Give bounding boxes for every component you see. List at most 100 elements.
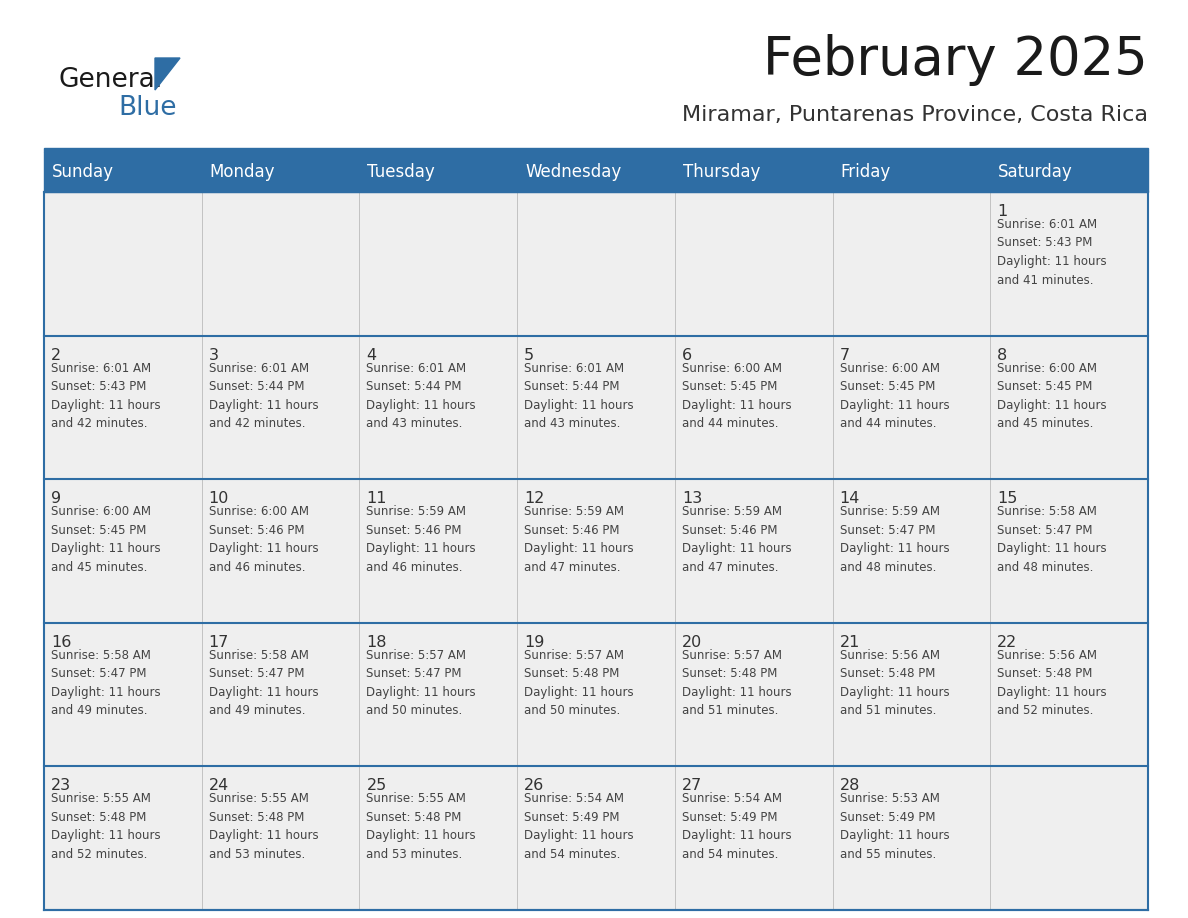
Text: Sunrise: 6:00 AM
Sunset: 5:46 PM
Daylight: 11 hours
and 46 minutes.: Sunrise: 6:00 AM Sunset: 5:46 PM Dayligh… bbox=[209, 505, 318, 574]
Bar bbox=[991, 336, 1148, 479]
Text: Sunrise: 5:54 AM
Sunset: 5:49 PM
Daylight: 11 hours
and 54 minutes.: Sunrise: 5:54 AM Sunset: 5:49 PM Dayligh… bbox=[524, 792, 633, 861]
Text: Sunrise: 5:56 AM
Sunset: 5:48 PM
Daylight: 11 hours
and 51 minutes.: Sunrise: 5:56 AM Sunset: 5:48 PM Dayligh… bbox=[840, 649, 949, 717]
Text: Sunrise: 5:53 AM
Sunset: 5:49 PM
Daylight: 11 hours
and 55 minutes.: Sunrise: 5:53 AM Sunset: 5:49 PM Dayligh… bbox=[840, 792, 949, 861]
Text: 1: 1 bbox=[997, 204, 1007, 219]
Text: Sunrise: 5:57 AM
Sunset: 5:47 PM
Daylight: 11 hours
and 50 minutes.: Sunrise: 5:57 AM Sunset: 5:47 PM Dayligh… bbox=[366, 649, 476, 717]
Text: 12: 12 bbox=[524, 491, 544, 506]
Bar bbox=[360, 479, 517, 622]
Text: 20: 20 bbox=[682, 635, 702, 650]
Text: Wednesday: Wednesday bbox=[525, 163, 621, 181]
Text: 6: 6 bbox=[682, 348, 691, 363]
Bar bbox=[517, 192, 675, 336]
Text: Friday: Friday bbox=[841, 163, 891, 181]
Text: Sunrise: 5:55 AM
Sunset: 5:48 PM
Daylight: 11 hours
and 53 minutes.: Sunrise: 5:55 AM Sunset: 5:48 PM Dayligh… bbox=[366, 792, 476, 861]
Bar bbox=[44, 152, 1148, 192]
Bar bbox=[44, 622, 202, 767]
Text: Sunrise: 5:59 AM
Sunset: 5:46 PM
Daylight: 11 hours
and 47 minutes.: Sunrise: 5:59 AM Sunset: 5:46 PM Dayligh… bbox=[682, 505, 791, 574]
Text: 4: 4 bbox=[366, 348, 377, 363]
Text: 2: 2 bbox=[51, 348, 61, 363]
Bar bbox=[675, 767, 833, 910]
Bar bbox=[44, 479, 202, 622]
Text: General: General bbox=[58, 67, 162, 93]
Text: Sunrise: 6:01 AM
Sunset: 5:43 PM
Daylight: 11 hours
and 42 minutes.: Sunrise: 6:01 AM Sunset: 5:43 PM Dayligh… bbox=[51, 362, 160, 431]
Bar bbox=[202, 622, 360, 767]
Text: 17: 17 bbox=[209, 635, 229, 650]
Bar bbox=[202, 336, 360, 479]
Text: February 2025: February 2025 bbox=[763, 34, 1148, 86]
Polygon shape bbox=[154, 58, 181, 90]
Bar bbox=[360, 336, 517, 479]
Bar bbox=[44, 767, 202, 910]
Bar bbox=[44, 148, 1148, 152]
Bar bbox=[991, 622, 1148, 767]
Text: Sunrise: 5:59 AM
Sunset: 5:46 PM
Daylight: 11 hours
and 47 minutes.: Sunrise: 5:59 AM Sunset: 5:46 PM Dayligh… bbox=[524, 505, 633, 574]
Text: 13: 13 bbox=[682, 491, 702, 506]
Text: Sunrise: 5:59 AM
Sunset: 5:46 PM
Daylight: 11 hours
and 46 minutes.: Sunrise: 5:59 AM Sunset: 5:46 PM Dayligh… bbox=[366, 505, 476, 574]
Text: 16: 16 bbox=[51, 635, 71, 650]
Bar bbox=[517, 336, 675, 479]
Text: Sunrise: 5:55 AM
Sunset: 5:48 PM
Daylight: 11 hours
and 53 minutes.: Sunrise: 5:55 AM Sunset: 5:48 PM Dayligh… bbox=[209, 792, 318, 861]
Text: 9: 9 bbox=[51, 491, 61, 506]
Text: Saturday: Saturday bbox=[998, 163, 1073, 181]
Bar bbox=[833, 622, 991, 767]
Bar bbox=[991, 192, 1148, 336]
Text: Sunrise: 5:58 AM
Sunset: 5:47 PM
Daylight: 11 hours
and 48 minutes.: Sunrise: 5:58 AM Sunset: 5:47 PM Dayligh… bbox=[997, 505, 1107, 574]
Text: 7: 7 bbox=[840, 348, 849, 363]
Text: 24: 24 bbox=[209, 778, 229, 793]
Text: Blue: Blue bbox=[118, 95, 177, 121]
Text: Sunrise: 6:00 AM
Sunset: 5:45 PM
Daylight: 11 hours
and 44 minutes.: Sunrise: 6:00 AM Sunset: 5:45 PM Dayligh… bbox=[840, 362, 949, 431]
Text: Thursday: Thursday bbox=[683, 163, 760, 181]
Bar bbox=[833, 192, 991, 336]
Text: Miramar, Puntarenas Province, Costa Rica: Miramar, Puntarenas Province, Costa Rica bbox=[682, 105, 1148, 125]
Text: 26: 26 bbox=[524, 778, 544, 793]
Text: 27: 27 bbox=[682, 778, 702, 793]
Bar bbox=[675, 336, 833, 479]
Text: Sunrise: 6:00 AM
Sunset: 5:45 PM
Daylight: 11 hours
and 44 minutes.: Sunrise: 6:00 AM Sunset: 5:45 PM Dayligh… bbox=[682, 362, 791, 431]
Bar bbox=[202, 192, 360, 336]
Text: 19: 19 bbox=[524, 635, 544, 650]
Text: 8: 8 bbox=[997, 348, 1007, 363]
Text: 21: 21 bbox=[840, 635, 860, 650]
Bar bbox=[517, 622, 675, 767]
Text: Sunrise: 6:01 AM
Sunset: 5:44 PM
Daylight: 11 hours
and 43 minutes.: Sunrise: 6:01 AM Sunset: 5:44 PM Dayligh… bbox=[524, 362, 633, 431]
Text: 11: 11 bbox=[366, 491, 387, 506]
Bar bbox=[833, 479, 991, 622]
Text: Sunrise: 6:00 AM
Sunset: 5:45 PM
Daylight: 11 hours
and 45 minutes.: Sunrise: 6:00 AM Sunset: 5:45 PM Dayligh… bbox=[997, 362, 1107, 431]
Bar bbox=[517, 767, 675, 910]
Text: 23: 23 bbox=[51, 778, 71, 793]
Bar bbox=[360, 192, 517, 336]
Bar bbox=[991, 479, 1148, 622]
Text: Sunrise: 5:56 AM
Sunset: 5:48 PM
Daylight: 11 hours
and 52 minutes.: Sunrise: 5:56 AM Sunset: 5:48 PM Dayligh… bbox=[997, 649, 1107, 717]
Text: 25: 25 bbox=[366, 778, 386, 793]
Bar bbox=[360, 767, 517, 910]
Bar bbox=[833, 767, 991, 910]
Bar bbox=[675, 192, 833, 336]
Text: 15: 15 bbox=[997, 491, 1018, 506]
Text: 5: 5 bbox=[524, 348, 535, 363]
Text: Sunrise: 5:58 AM
Sunset: 5:47 PM
Daylight: 11 hours
and 49 minutes.: Sunrise: 5:58 AM Sunset: 5:47 PM Dayligh… bbox=[209, 649, 318, 717]
Bar bbox=[833, 336, 991, 479]
Text: Sunrise: 5:57 AM
Sunset: 5:48 PM
Daylight: 11 hours
and 50 minutes.: Sunrise: 5:57 AM Sunset: 5:48 PM Dayligh… bbox=[524, 649, 633, 717]
Text: 3: 3 bbox=[209, 348, 219, 363]
Text: Tuesday: Tuesday bbox=[367, 163, 435, 181]
Bar bbox=[675, 479, 833, 622]
Bar bbox=[675, 622, 833, 767]
Bar bbox=[517, 479, 675, 622]
Text: 10: 10 bbox=[209, 491, 229, 506]
Text: Sunday: Sunday bbox=[52, 163, 114, 181]
Text: Sunrise: 5:54 AM
Sunset: 5:49 PM
Daylight: 11 hours
and 54 minutes.: Sunrise: 5:54 AM Sunset: 5:49 PM Dayligh… bbox=[682, 792, 791, 861]
Text: Sunrise: 5:57 AM
Sunset: 5:48 PM
Daylight: 11 hours
and 51 minutes.: Sunrise: 5:57 AM Sunset: 5:48 PM Dayligh… bbox=[682, 649, 791, 717]
Text: Sunrise: 6:00 AM
Sunset: 5:45 PM
Daylight: 11 hours
and 45 minutes.: Sunrise: 6:00 AM Sunset: 5:45 PM Dayligh… bbox=[51, 505, 160, 574]
Text: Sunrise: 6:01 AM
Sunset: 5:43 PM
Daylight: 11 hours
and 41 minutes.: Sunrise: 6:01 AM Sunset: 5:43 PM Dayligh… bbox=[997, 218, 1107, 286]
Text: Sunrise: 6:01 AM
Sunset: 5:44 PM
Daylight: 11 hours
and 43 minutes.: Sunrise: 6:01 AM Sunset: 5:44 PM Dayligh… bbox=[366, 362, 476, 431]
Text: Sunrise: 5:58 AM
Sunset: 5:47 PM
Daylight: 11 hours
and 49 minutes.: Sunrise: 5:58 AM Sunset: 5:47 PM Dayligh… bbox=[51, 649, 160, 717]
Text: Sunrise: 6:01 AM
Sunset: 5:44 PM
Daylight: 11 hours
and 42 minutes.: Sunrise: 6:01 AM Sunset: 5:44 PM Dayligh… bbox=[209, 362, 318, 431]
Bar bbox=[360, 622, 517, 767]
Text: Sunrise: 5:55 AM
Sunset: 5:48 PM
Daylight: 11 hours
and 52 minutes.: Sunrise: 5:55 AM Sunset: 5:48 PM Dayligh… bbox=[51, 792, 160, 861]
Text: 14: 14 bbox=[840, 491, 860, 506]
Text: Sunrise: 5:59 AM
Sunset: 5:47 PM
Daylight: 11 hours
and 48 minutes.: Sunrise: 5:59 AM Sunset: 5:47 PM Dayligh… bbox=[840, 505, 949, 574]
Bar bbox=[202, 767, 360, 910]
Text: 18: 18 bbox=[366, 635, 387, 650]
Text: Monday: Monday bbox=[210, 163, 276, 181]
Text: 28: 28 bbox=[840, 778, 860, 793]
